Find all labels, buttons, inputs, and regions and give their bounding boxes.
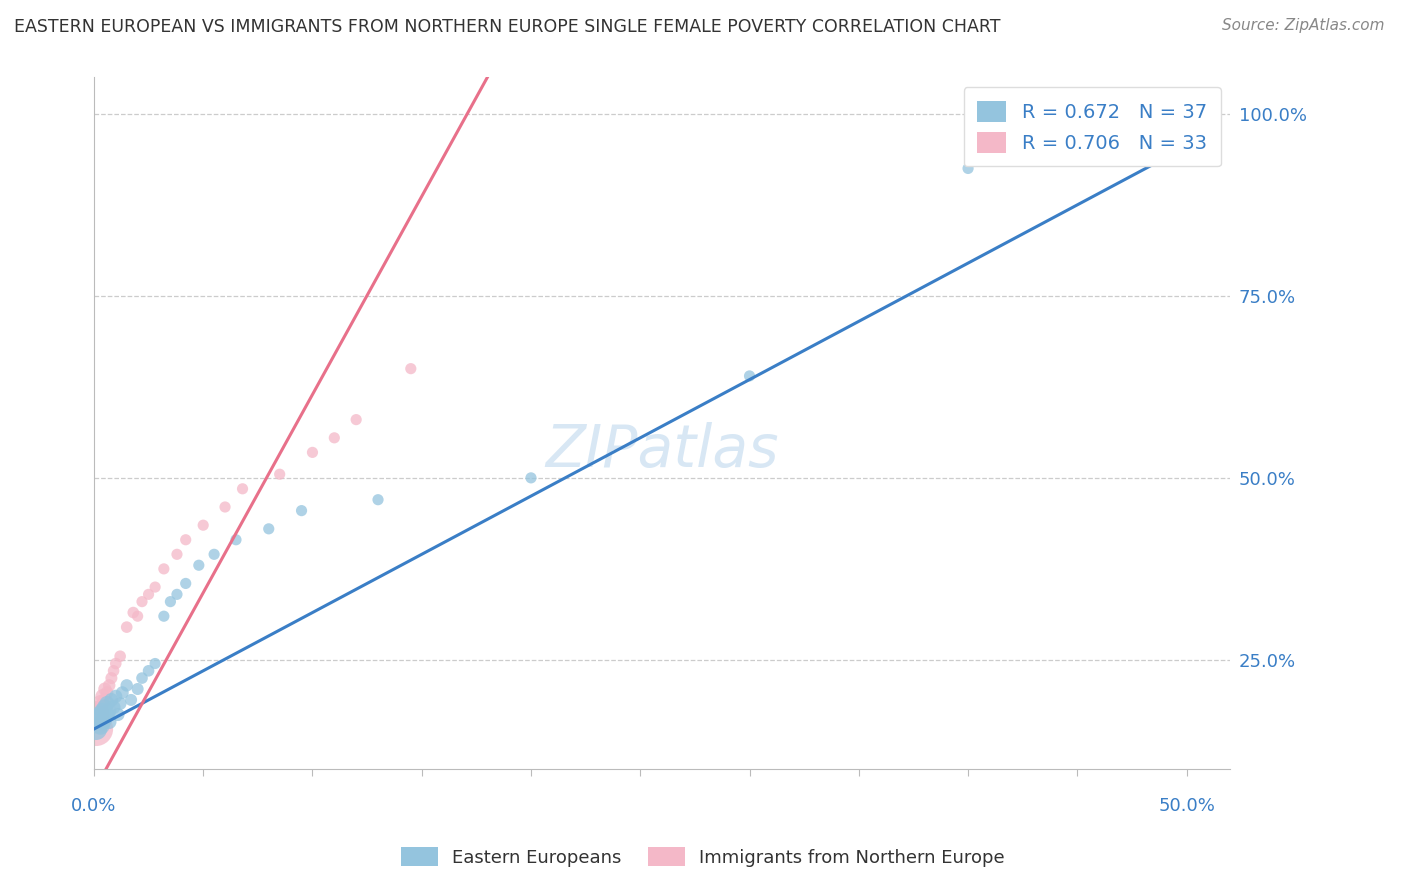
Text: ZIPatlas: ZIPatlas: [546, 423, 779, 479]
Point: [103, 700, 125, 714]
Point: [323, 431, 346, 445]
Point: [290, 503, 312, 517]
Point: [89, 707, 111, 722]
Point: [174, 576, 197, 591]
Point: [166, 587, 188, 601]
Point: [100, 671, 122, 685]
Point: [96, 686, 118, 700]
Point: [96, 697, 118, 711]
Point: [91, 700, 114, 714]
Point: [127, 681, 149, 696]
Point: [115, 678, 138, 692]
Point: [187, 558, 209, 573]
Point: [89, 718, 111, 732]
Point: [957, 161, 980, 176]
Point: [202, 547, 225, 561]
Point: [115, 620, 138, 634]
Point: [127, 609, 149, 624]
Point: [94, 693, 117, 707]
Text: 0.0%: 0.0%: [72, 797, 117, 814]
Point: [120, 693, 142, 707]
Point: [89, 707, 111, 722]
Point: [84, 722, 107, 736]
Point: [94, 700, 117, 714]
Point: [399, 361, 422, 376]
Point: [131, 594, 153, 608]
Point: [301, 445, 323, 459]
Legend: R = 0.672   N = 37, R = 0.706   N = 33: R = 0.672 N = 37, R = 0.706 N = 33: [963, 87, 1220, 167]
Text: Source: ZipAtlas.com: Source: ZipAtlas.com: [1222, 18, 1385, 33]
Point: [103, 664, 125, 678]
Point: [138, 664, 160, 678]
Point: [104, 690, 127, 704]
Point: [96, 707, 118, 722]
Point: [108, 649, 131, 664]
Point: [108, 697, 131, 711]
Text: 50.0%: 50.0%: [1159, 797, 1215, 814]
Point: [111, 686, 134, 700]
Point: [98, 714, 121, 729]
Point: [94, 711, 117, 725]
Point: [84, 707, 107, 722]
Point: [104, 657, 127, 671]
Text: EASTERN EUROPEAN VS IMMIGRANTS FROM NORTHERN EUROPE SINGLE FEMALE POVERTY CORREL: EASTERN EUROPEAN VS IMMIGRANTS FROM NORT…: [14, 18, 1001, 36]
Point: [87, 704, 110, 718]
Point: [84, 722, 107, 736]
Point: [89, 697, 111, 711]
Point: [87, 711, 110, 725]
Point: [166, 547, 188, 561]
Point: [131, 671, 153, 685]
Point: [367, 492, 389, 507]
Point: [174, 533, 197, 547]
Point: [257, 522, 280, 536]
Point: [91, 704, 114, 718]
Point: [225, 533, 247, 547]
Point: [98, 704, 121, 718]
Point: [91, 714, 114, 729]
Point: [98, 678, 121, 692]
Point: [231, 482, 253, 496]
Point: [91, 690, 114, 704]
Point: [738, 368, 761, 383]
Point: [87, 714, 110, 729]
Point: [153, 562, 176, 576]
Point: [94, 681, 117, 696]
Legend: Eastern Europeans, Immigrants from Northern Europe: Eastern Europeans, Immigrants from North…: [394, 840, 1012, 874]
Point: [153, 609, 176, 624]
Point: [520, 471, 543, 485]
Point: [143, 657, 166, 671]
Point: [100, 693, 122, 707]
Point: [122, 606, 145, 620]
Point: [107, 707, 129, 722]
Point: [344, 412, 367, 426]
Point: [193, 518, 215, 533]
Point: [214, 500, 236, 514]
Point: [269, 467, 291, 482]
Point: [143, 580, 166, 594]
Point: [159, 594, 181, 608]
Point: [138, 587, 160, 601]
